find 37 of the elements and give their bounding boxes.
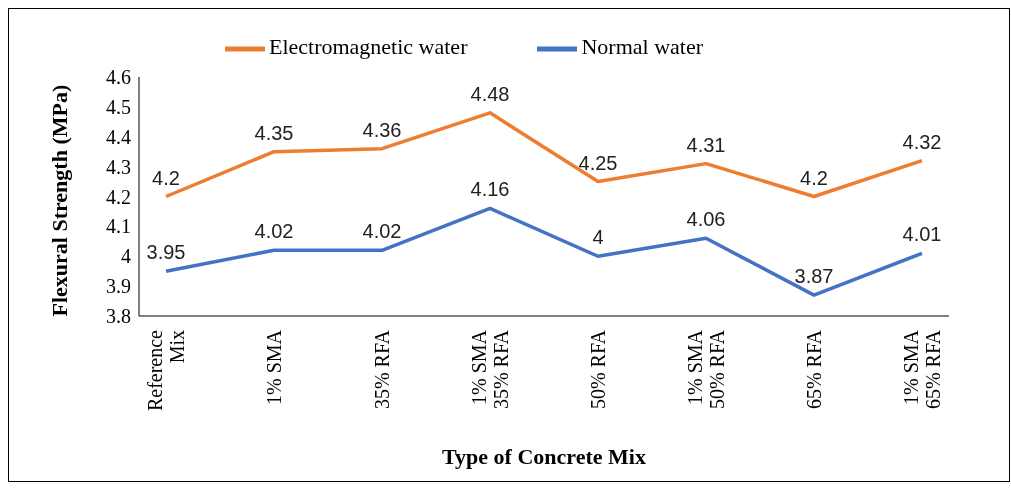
x-tick-label: 1% SMA 65% RFA — [900, 329, 944, 410]
y-tick-label: 3.9 — [106, 275, 131, 298]
data-label: 4.31 — [686, 133, 726, 156]
x-tick-label: 50% RFA — [587, 329, 609, 410]
x-tick-label: 1% SMA 35% RFA — [468, 329, 512, 410]
data-label: 4.02 — [362, 220, 402, 243]
y-tick-label: 4.5 — [106, 95, 131, 118]
y-tick-label: 4.6 — [106, 66, 131, 89]
x-tick-label: 1% SMA — [263, 329, 285, 406]
data-label: 4.32 — [902, 130, 942, 153]
data-label: 4.02 — [254, 220, 294, 243]
legend-label: Normal water — [581, 34, 704, 60]
data-label: 4.01 — [902, 223, 942, 246]
x-tick-label: 1% SMA 50% RFA — [684, 329, 728, 410]
x-axis-title: Type of Concrete Mix — [442, 444, 646, 469]
x-tick-label: 35% RFA — [371, 329, 393, 410]
x-tick-label: Reference Mix — [144, 329, 188, 412]
x-tick-label: 65% RFA — [803, 329, 825, 410]
data-label: 4.48 — [470, 82, 510, 105]
y-tick-label: 4.1 — [106, 215, 131, 238]
data-label: 4.2 — [800, 166, 828, 189]
legend-label: Electromagnetic water — [268, 34, 468, 60]
data-label: 3.87 — [794, 265, 834, 288]
data-label: 4.16 — [470, 178, 510, 201]
data-label: 4.25 — [578, 151, 618, 174]
data-label: 4 — [592, 226, 604, 249]
data-label: 4.35 — [254, 121, 294, 144]
y-tick-label: 3.8 — [106, 305, 131, 328]
y-tick-label: 4.4 — [106, 125, 131, 148]
data-label: 4.36 — [362, 118, 402, 141]
y-axis-title: Flexural Strength (MPa) — [46, 84, 72, 317]
data-label: 4.2 — [152, 166, 180, 189]
data-label: 4.06 — [686, 208, 726, 231]
data-label: 3.95 — [146, 241, 186, 264]
y-tick-label: 4.2 — [106, 185, 131, 208]
y-tick-label: 4.3 — [106, 155, 131, 178]
y-tick-label: 4 — [121, 245, 131, 268]
